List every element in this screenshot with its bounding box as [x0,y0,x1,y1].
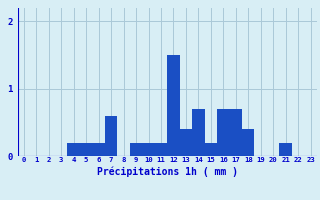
Bar [105,116,117,156]
Bar [279,143,292,156]
X-axis label: Précipitations 1h ( mm ): Précipitations 1h ( mm ) [97,166,238,177]
Bar [142,143,155,156]
Bar [229,109,242,156]
Bar [204,143,217,156]
Bar [92,143,105,156]
Bar [167,55,180,156]
Bar [180,129,192,156]
Bar [68,143,80,156]
Bar [80,143,92,156]
Bar [217,109,229,156]
Bar [130,143,142,156]
Bar [155,143,167,156]
Bar [242,129,254,156]
Bar [192,109,204,156]
